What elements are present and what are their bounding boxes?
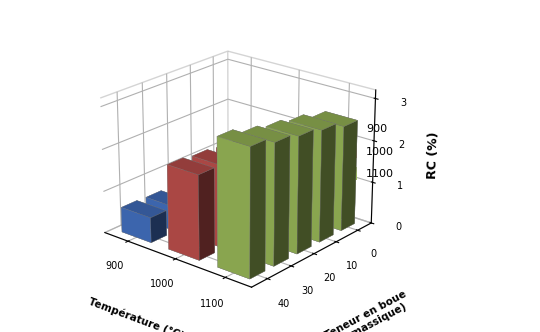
Y-axis label: Teneur en boue
(% massique): Teneur en boue (% massique) [323,289,413,332]
X-axis label: Température (°C): Température (°C) [87,296,186,332]
Legend: 900, 1000, 1100: 900, 1000, 1100 [336,118,399,185]
